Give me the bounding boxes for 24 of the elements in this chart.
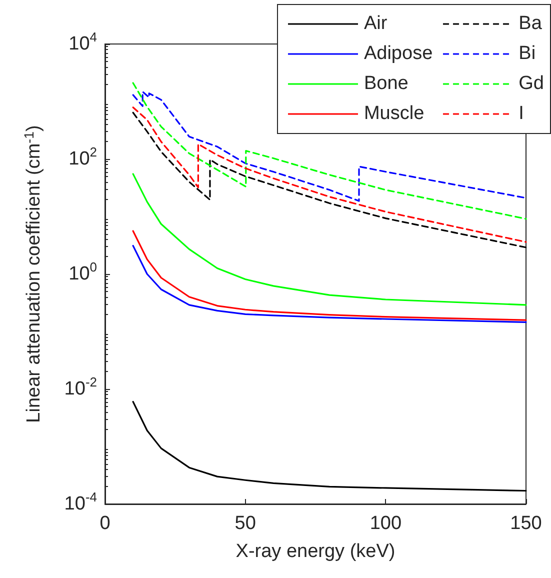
legend-label: Bone <box>364 73 408 95</box>
legend-label: Adipose <box>364 43 433 65</box>
y-tick-label: 10$^{4}$ <box>68 30 97 54</box>
x-axis-title: X-ray energy (keV) <box>236 541 396 562</box>
legend-label: Ba <box>518 13 542 35</box>
y-axis-title: Linear attenuation coefficient (cm-1) <box>22 125 44 423</box>
line-series <box>132 400 527 492</box>
legend-label: Muscle <box>364 103 424 125</box>
line-series <box>132 173 527 306</box>
legend-label: I <box>518 103 524 125</box>
x-tick-label: 150 <box>510 513 542 534</box>
x-tick-label: 0 <box>100 513 110 534</box>
line-series <box>132 230 527 321</box>
line-series <box>132 90 527 202</box>
y-tick-label: 10$^{-2}$ <box>64 374 97 400</box>
legend-label: Air <box>364 13 388 35</box>
y-tick-label: 10$^{2}$ <box>68 144 97 170</box>
y-tick-label: 10$^{-4}$ <box>64 490 97 514</box>
legend-label: Bi <box>518 43 536 65</box>
x-tick-label: 100 <box>370 513 402 534</box>
legend-label: Gd <box>518 73 544 95</box>
x-tick-label: 50 <box>234 513 256 534</box>
line-series <box>132 244 527 324</box>
y-tick-label: 10$^{0}$ <box>68 260 97 284</box>
